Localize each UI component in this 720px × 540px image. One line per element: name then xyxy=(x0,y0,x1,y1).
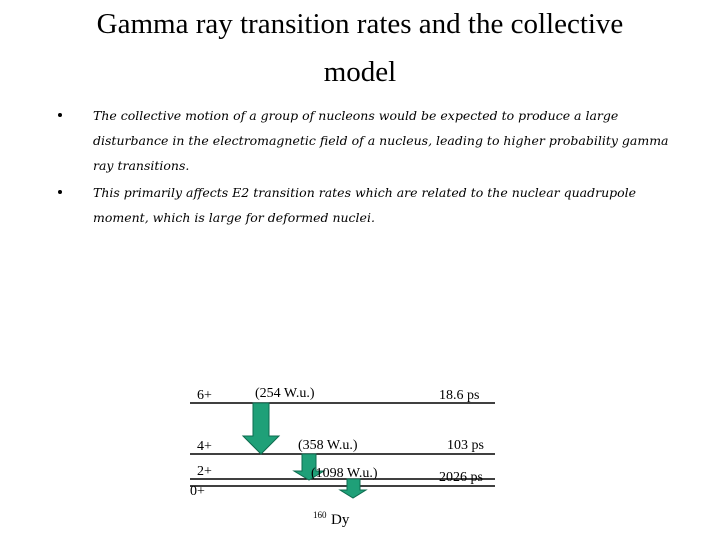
nucleus-symbol: Dy xyxy=(331,512,350,528)
nucleus-mass-number: 160 xyxy=(313,510,327,520)
spin-label: 6+ xyxy=(197,388,212,403)
transition-arrow-6-4 xyxy=(241,402,281,455)
bullet-text: The collective motion of a group of nucl… xyxy=(93,108,669,173)
transition-rate-label: (358 W.u.) xyxy=(298,438,358,453)
spin-label: 0+ xyxy=(190,484,205,499)
lifetime-label: 103 ps xyxy=(447,438,484,453)
title-line-2: model xyxy=(323,56,397,88)
lifetime-label: 18.6 ps xyxy=(439,388,479,403)
transition-rate-label: (254 W.u.) xyxy=(255,386,315,401)
bullet-marker xyxy=(58,113,62,117)
lifetime-label: 2026 ps xyxy=(439,470,483,485)
bullet-marker xyxy=(58,190,62,194)
title-line-1: Gamma ray transition rates and the colle… xyxy=(96,8,624,40)
spin-label: 4+ xyxy=(197,439,212,454)
bullet-text: This primarily affects E2 transition rat… xyxy=(93,185,637,225)
transition-rate-label: (1098 W.u.) xyxy=(311,466,378,481)
bullet-item: The collective motion of a group of nucl… xyxy=(58,103,678,178)
bullet-item: This primarily affects E2 transition rat… xyxy=(58,180,678,230)
transition-arrow-4-2 xyxy=(292,453,326,481)
slide-title: Gamma ray transition rates and the colle… xyxy=(0,0,720,96)
transition-arrow-2-0 xyxy=(338,478,368,499)
bullet-list: The collective motion of a group of nucl… xyxy=(58,103,678,232)
spin-label: 2+ xyxy=(197,464,212,479)
level-scheme-diagram: 6+ 4+ 2+ 0+ (254 W.u.) (358 W.u.) (1098 … xyxy=(190,386,495,528)
